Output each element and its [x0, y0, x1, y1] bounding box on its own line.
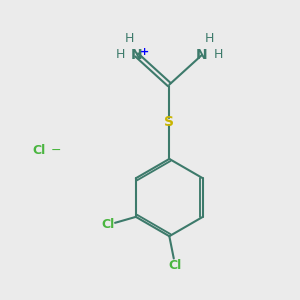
- Text: Cl: Cl: [169, 259, 182, 272]
- Text: +: +: [140, 47, 150, 57]
- Text: H: H: [124, 32, 134, 45]
- Text: Cl: Cl: [101, 218, 114, 231]
- Text: N: N: [196, 48, 208, 62]
- Text: H: H: [116, 48, 125, 62]
- Text: H: H: [214, 48, 223, 62]
- Text: Cl: Cl: [33, 143, 46, 157]
- Text: S: S: [164, 115, 174, 129]
- Text: N: N: [131, 48, 142, 62]
- Text: −: −: [50, 143, 61, 157]
- Text: H: H: [205, 32, 214, 45]
